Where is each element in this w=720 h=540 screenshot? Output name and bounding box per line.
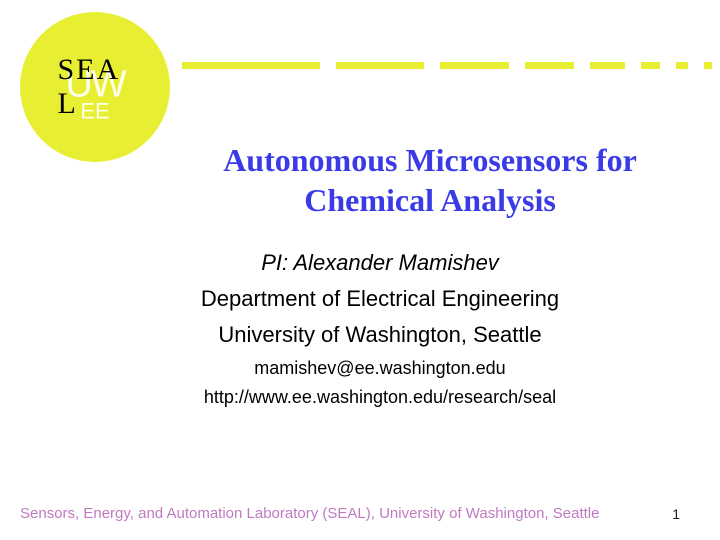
dash-segment	[440, 62, 509, 69]
dash-segment	[590, 62, 624, 69]
footer-text: Sensors, Energy, and Automation Laborato…	[20, 505, 599, 522]
email-line: mamishev@ee.washington.edu	[100, 358, 660, 379]
page-number: 1	[672, 506, 680, 522]
dash-segment	[525, 62, 574, 69]
dash-segment	[182, 62, 320, 69]
dash-segment	[704, 62, 712, 69]
pi-line: PI: Alexander Mamishev	[100, 250, 660, 276]
slide-title: Autonomous Microsensors for Chemical Ana…	[170, 140, 690, 220]
dash-segment	[641, 62, 661, 69]
decorative-dashes	[182, 62, 712, 69]
logo-seal-text: SEA L	[58, 53, 133, 121]
body-block: PI: Alexander Mamishev Department of Ele…	[100, 250, 660, 408]
url-line: http://www.ee.washington.edu/research/se…	[100, 387, 660, 408]
dept-line: Department of Electrical Engineering	[100, 286, 660, 312]
dash-segment	[336, 62, 425, 69]
seal-logo: Sensors, Energy, and Automation Laborato…	[20, 12, 170, 162]
univ-line: University of Washington, Seattle	[100, 322, 660, 348]
dash-segment	[676, 62, 688, 69]
